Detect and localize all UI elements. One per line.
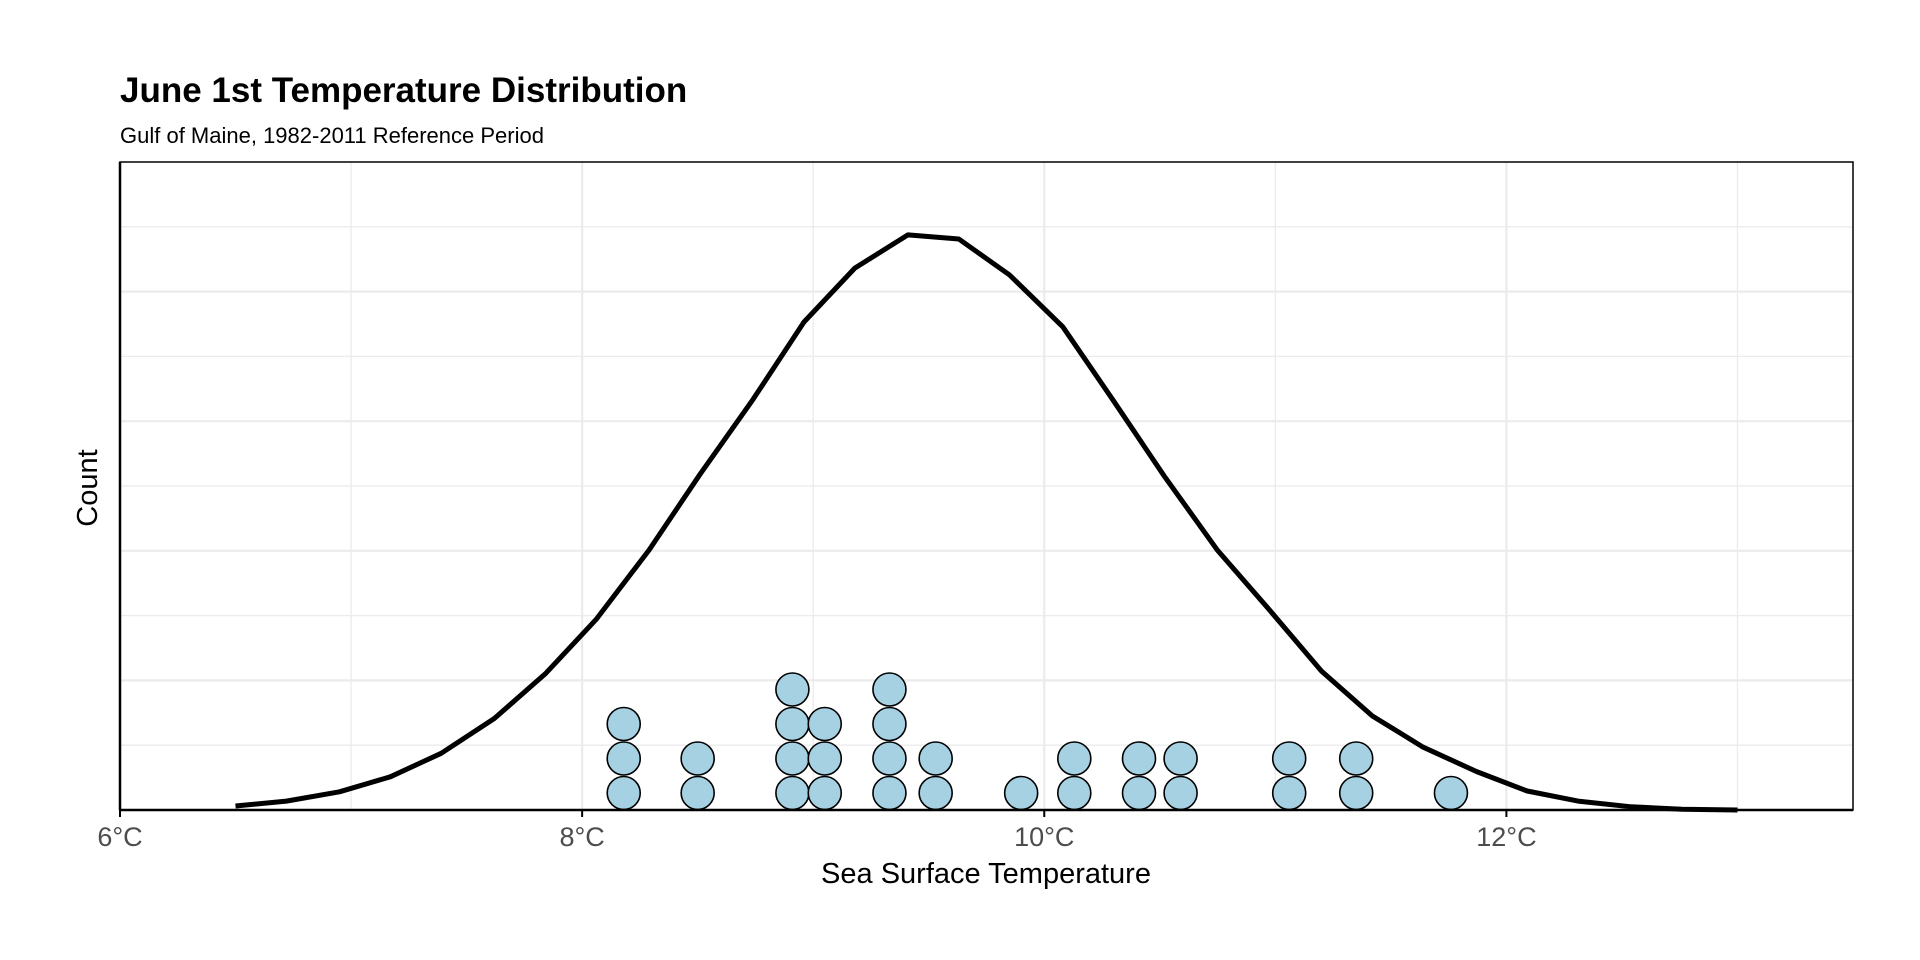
dot [918, 741, 953, 776]
dot [1271, 775, 1307, 811]
x-tick-label: 8°C [559, 822, 604, 852]
y-axis-title: Count [72, 449, 104, 526]
dot [775, 672, 810, 707]
x-tick-label: 10°C [1014, 822, 1074, 852]
dot [872, 706, 907, 742]
dot [1057, 741, 1092, 776]
chart-subtitle: Gulf of Maine, 1982-2011 Reference Perio… [120, 123, 544, 148]
x-tick-label: 12°C [1476, 822, 1536, 852]
x-axis-ticks: 6°C 8°C 10°C 12°C [97, 810, 1537, 852]
dot [1003, 775, 1039, 811]
dot [807, 775, 843, 811]
dot [872, 741, 907, 776]
x-tick-label: 6°C [97, 822, 142, 852]
dot [1121, 775, 1157, 811]
dot [680, 775, 715, 811]
dot [1163, 775, 1198, 811]
dot [680, 741, 715, 776]
dot [1338, 741, 1374, 776]
dot [807, 741, 843, 776]
dot [775, 706, 810, 742]
dot [1271, 741, 1307, 776]
dot [807, 706, 843, 742]
dot [775, 775, 810, 811]
chart-title: June 1st Temperature Distribution [120, 71, 687, 110]
dot [872, 775, 907, 811]
dot [872, 672, 907, 707]
x-axis-title: Sea Surface Temperature [821, 858, 1151, 890]
dot [1433, 775, 1469, 811]
dot [775, 741, 810, 776]
grid-lines [120, 162, 1853, 810]
dot [1338, 775, 1374, 811]
dot [918, 775, 953, 811]
dot [606, 775, 642, 811]
dot [1057, 775, 1092, 811]
dot [606, 741, 642, 776]
dot [606, 706, 642, 742]
dots-layer [606, 672, 1469, 811]
dot [1121, 741, 1157, 776]
density-curve [235, 232, 1738, 813]
dot [1163, 741, 1198, 776]
